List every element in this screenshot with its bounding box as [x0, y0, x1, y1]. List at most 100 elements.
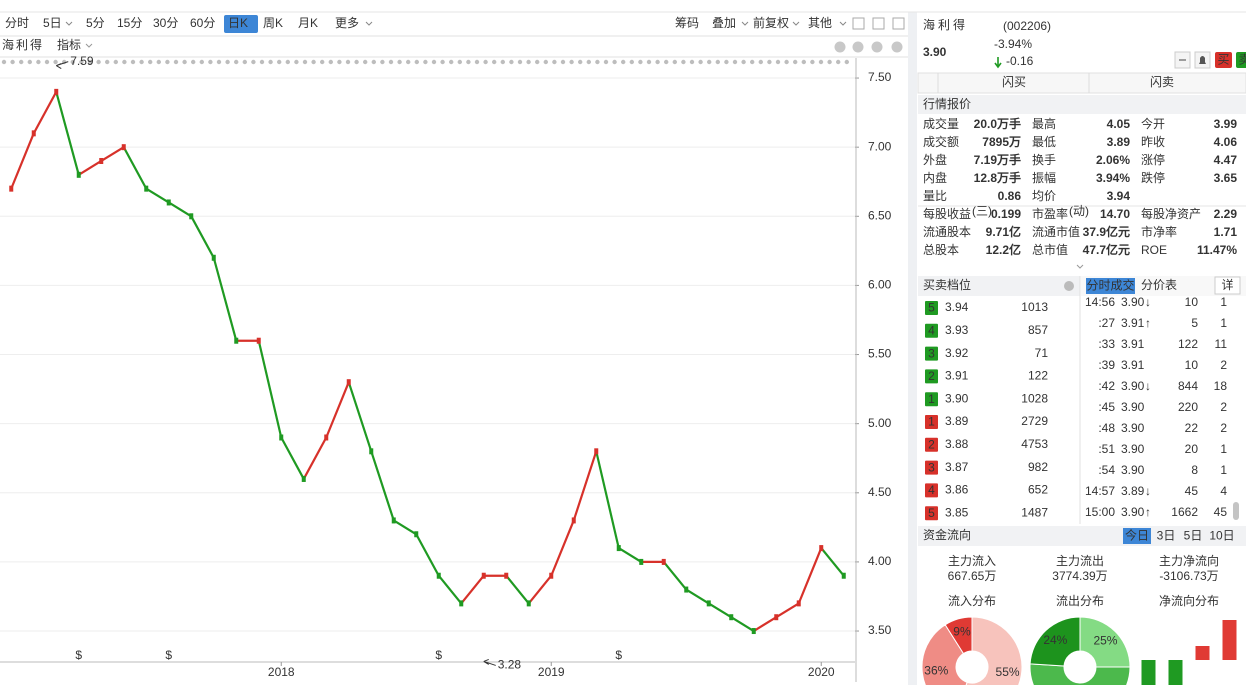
- sell-button[interactable]: [1236, 52, 1246, 68]
- price-segment: [618, 547, 642, 563]
- period-tab[interactable]: 30分: [153, 16, 178, 30]
- y-tick-label: 7.50: [868, 70, 892, 84]
- event-dot: [767, 59, 772, 65]
- period-tab[interactable]: 月K: [298, 16, 318, 30]
- candle-body: [9, 185, 14, 192]
- settings-icon[interactable]: [1064, 281, 1074, 291]
- event-dot: [603, 59, 609, 65]
- tool-button[interactable]: 筹码: [675, 16, 699, 30]
- window-icon[interactable]: [834, 41, 846, 53]
- event-dot: [122, 59, 127, 65]
- trade-price: 3.90: [1121, 295, 1145, 309]
- period-tab[interactable]: 周K: [263, 16, 283, 30]
- candle-body: [729, 614, 734, 621]
- level-number: 2: [928, 369, 935, 383]
- price-segment: [370, 450, 395, 521]
- period-tab[interactable]: 15分: [117, 16, 142, 30]
- event-dot: [165, 59, 170, 65]
- event-dot: [449, 59, 454, 65]
- event-dot: [646, 59, 652, 65]
- expand-chevron[interactable]: [1076, 264, 1084, 269]
- trade-price: 3.91: [1121, 337, 1145, 351]
- event-dot: [320, 59, 325, 65]
- price-segment: [32, 91, 58, 134]
- quote-label: 量比: [923, 189, 947, 203]
- detail-button[interactable]: [1214, 276, 1241, 295]
- trade-tab[interactable]: 分价表: [1141, 278, 1177, 292]
- event-dot: [844, 59, 849, 65]
- flash-sell[interactable]: 闪卖: [1150, 75, 1174, 89]
- buy-button-label: 买: [1217, 53, 1229, 67]
- price-segment: [325, 381, 350, 438]
- event-dot: [216, 59, 222, 65]
- event-dot: [173, 59, 179, 65]
- flow-bar: [1222, 620, 1237, 660]
- buy-button[interactable]: [1215, 52, 1232, 68]
- level-badge: [925, 346, 938, 361]
- price-segment: [415, 533, 440, 577]
- quote-label: 外盘: [923, 152, 947, 167]
- event-marker: $: [435, 648, 442, 662]
- quote-label: 均价: [1032, 189, 1056, 203]
- candle-body: [234, 337, 239, 344]
- level-price: 3.93: [945, 323, 969, 337]
- tool-icon[interactable]: [872, 17, 885, 30]
- fundamental-note: (三): [972, 204, 992, 218]
- trade-price: 3.90: [1121, 463, 1145, 477]
- event-dot: [715, 59, 720, 65]
- level-volume: 982: [1028, 460, 1048, 474]
- quote-code: (002206): [1003, 19, 1051, 33]
- candle-body: [639, 558, 644, 565]
- period-tab[interactable]: 分时: [5, 16, 29, 30]
- trade-price: 3.91: [1121, 316, 1145, 330]
- pie-label: 55%: [996, 665, 1020, 679]
- candle-body: [661, 558, 666, 565]
- period-tab[interactable]: 日K: [228, 16, 248, 30]
- period-tab[interactable]: 60分: [190, 16, 215, 30]
- level-number: 4: [928, 483, 935, 497]
- candle-body: [571, 517, 576, 524]
- flow-tab[interactable]: 3日: [1157, 529, 1176, 543]
- event-dot: [268, 59, 273, 65]
- window-icon[interactable]: [852, 41, 864, 53]
- trade-price: 3.90: [1121, 400, 1145, 414]
- trade-tab[interactable]: 分时成交: [1086, 278, 1134, 293]
- trade-count: 18: [1214, 379, 1228, 393]
- period-tab[interactable]: 更多: [335, 16, 359, 30]
- event-dot: [492, 59, 497, 65]
- flow-tab[interactable]: 10日: [1209, 529, 1234, 543]
- tool-icon[interactable]: [852, 17, 865, 30]
- window-icon[interactable]: [891, 41, 903, 53]
- event-dot: [139, 59, 144, 65]
- period-tab[interactable]: 5分: [86, 16, 105, 30]
- trade-volume: 8: [1191, 463, 1198, 477]
- price-segment: [662, 561, 688, 591]
- level-volume: 857: [1028, 323, 1048, 337]
- event-dot: [182, 59, 187, 65]
- tool-icon[interactable]: [892, 17, 905, 30]
- trade-time: 14:57: [1085, 484, 1115, 498]
- fundamental-value: 1.71: [1214, 225, 1238, 239]
- tool-button[interactable]: 其他: [808, 16, 832, 30]
- window-icon[interactable]: [871, 41, 883, 53]
- trade-price: 3.89: [1121, 484, 1145, 498]
- period-tab[interactable]: 5日: [43, 16, 62, 30]
- price-segment: [10, 132, 35, 190]
- price-segment: [257, 340, 283, 438]
- tool-button[interactable]: 前复权: [753, 15, 789, 30]
- event-dot: [363, 59, 368, 65]
- detail-label: 详: [1221, 277, 1233, 292]
- indicator-menu[interactable]: 指标: [57, 37, 81, 52]
- extreme-arrow: [483, 658, 496, 666]
- tab-active-bg: [1086, 278, 1135, 294]
- event-dot: [466, 59, 471, 65]
- price-segment: [460, 575, 485, 605]
- flash-buy[interactable]: 闪买: [1002, 75, 1026, 89]
- event-dot: [337, 59, 342, 65]
- flow-tab[interactable]: 今日: [1125, 528, 1149, 543]
- y-tick-label: 3.50: [868, 623, 892, 637]
- event-dot: [148, 59, 153, 65]
- event-dot: [191, 59, 196, 65]
- tool-button[interactable]: 叠加: [712, 16, 736, 30]
- flow-tab[interactable]: 5日: [1184, 529, 1203, 543]
